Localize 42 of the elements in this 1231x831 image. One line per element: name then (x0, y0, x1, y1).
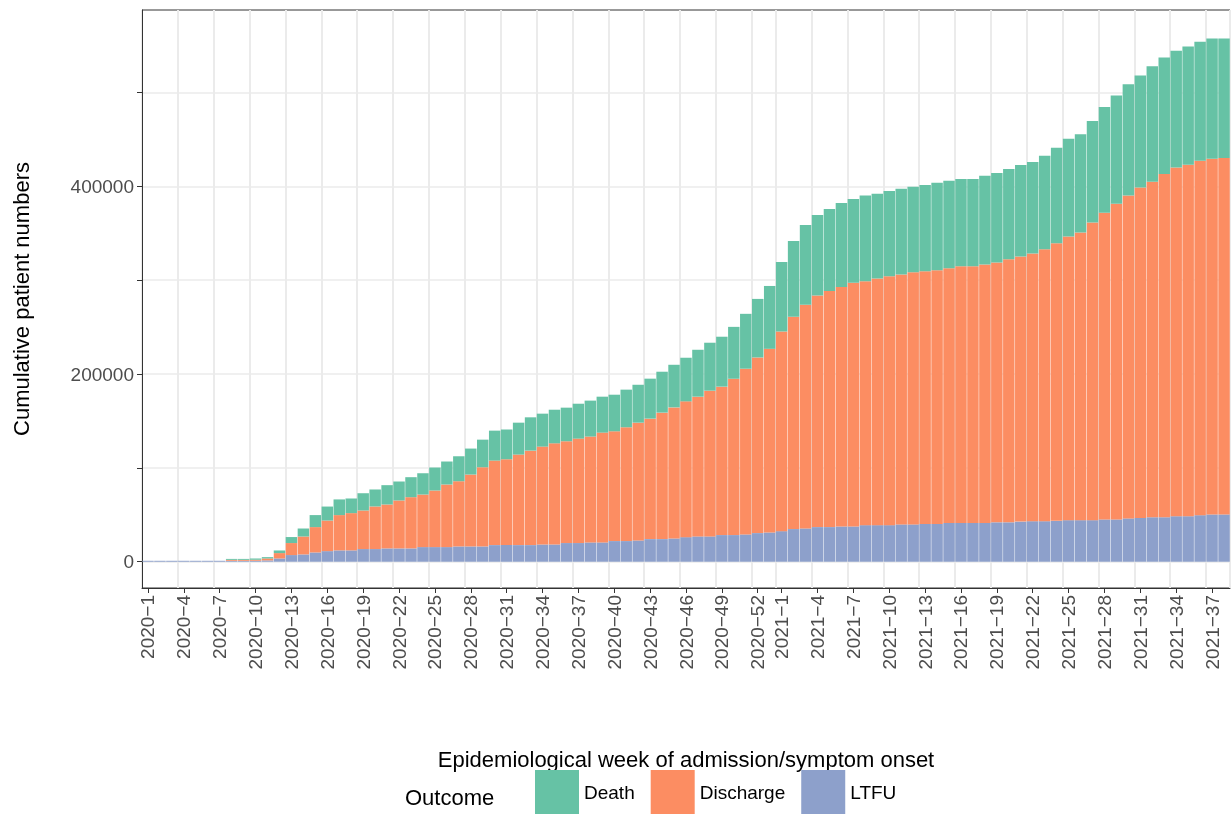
x-tick-label: 2020−31 (496, 595, 518, 670)
x-tick-label: 2020−34 (532, 594, 554, 670)
x-tick-label: 2020−37 (567, 595, 589, 670)
x-tick-label: 2021−19 (986, 595, 1008, 670)
x-tick-label: 2021−16 (950, 595, 972, 670)
x-tick-label: 2020−25 (424, 595, 446, 670)
legend-title: Outcome (405, 784, 495, 810)
x-tick-label: 2020−46 (675, 595, 697, 670)
x-tick-label: 2020−10 (245, 595, 267, 670)
bar (273, 550, 286, 554)
x-tick-label: 2020−16 (316, 595, 338, 670)
x-tick-label: 2021−25 (1058, 595, 1080, 670)
x-tick-label: 2021−4 (807, 594, 829, 659)
x-tick-label: 2021−22 (1022, 595, 1044, 670)
x-tick-label: 2021−10 (878, 595, 900, 670)
x-tick-label: 2020−1 (137, 595, 159, 659)
legend-label: LTFU (850, 781, 897, 803)
x-tick-label: 2020−49 (711, 595, 733, 670)
x-tick-label: 2021−7 (842, 595, 864, 659)
y-axis-title: Cumulative patient numbers (8, 162, 34, 436)
x-tick-label: 2020−22 (388, 595, 410, 670)
x-tick-label: 2020−19 (352, 595, 374, 670)
x-tick-label: 2020−52 (747, 595, 769, 670)
x-axis-title: Epidemiological week of admission/symptom onset (437, 746, 935, 772)
x-tick-label: 2021−31 (1129, 595, 1151, 670)
x-tick-label: 2021−37 (1201, 595, 1223, 670)
x-tick-label: 2020−4 (173, 594, 195, 659)
y-tick-label: 200000 (70, 363, 134, 385)
y-tick-label: 0 (123, 551, 134, 573)
x-tick-label: 2020−7 (209, 595, 231, 659)
x-tick-label: 2021−34 (1165, 594, 1187, 670)
x-tick-label: 2021−13 (914, 595, 936, 670)
bar (285, 537, 298, 544)
legend-label: Death (584, 781, 635, 803)
x-tick-label: 2021−1 (771, 595, 793, 659)
x-tick-label: 2020−13 (280, 595, 302, 670)
x-tick-label: 2020−28 (460, 595, 482, 670)
legend-label: Discharge (699, 781, 786, 803)
x-tick-label: 2021−28 (1093, 595, 1115, 670)
x-tick-label: 2020−43 (639, 595, 661, 670)
x-tick-label: 2020−40 (603, 595, 625, 670)
y-tick-label: 400000 (70, 175, 134, 197)
